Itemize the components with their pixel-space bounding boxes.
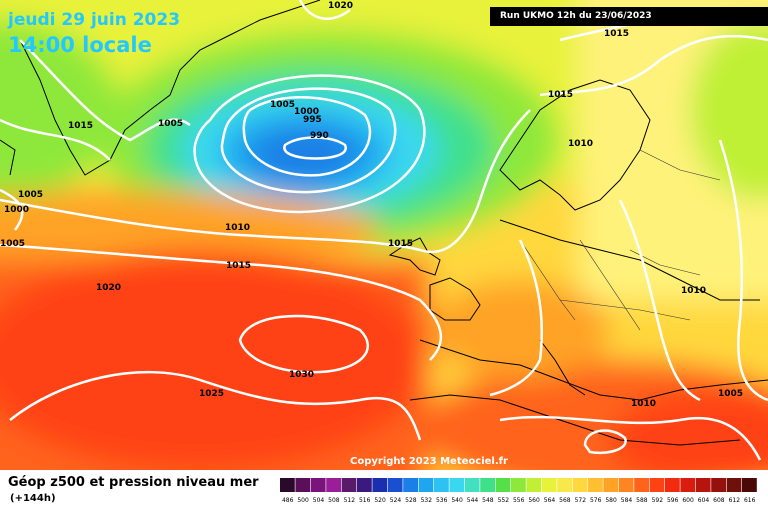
legend-swatch (341, 478, 357, 492)
isobar-label: 990 (310, 131, 329, 141)
isobars (0, 0, 768, 460)
legend-swatch (418, 478, 434, 492)
isobar-label: 1010 (631, 399, 656, 409)
legend-value: 588 (636, 497, 648, 504)
legend-value: 612 (729, 497, 741, 504)
isobar-label: 1020 (96, 283, 121, 293)
legend-value: 524 (390, 497, 402, 504)
legend-swatch (387, 478, 403, 492)
legend-swatch (541, 478, 557, 492)
legend-bar: Géop z500 et pression niveau mer (+144h)… (0, 470, 768, 512)
isobar-label: 1015 (226, 261, 251, 271)
legend-value: 500 (297, 497, 309, 504)
isobar-label: 1005 (0, 239, 25, 249)
legend-swatch (480, 478, 495, 492)
isobar-label: 1020 (328, 1, 353, 11)
legend-value: 572 (575, 497, 587, 504)
legend-value: 536 (436, 497, 448, 504)
legend-value: 592 (652, 497, 664, 504)
legend-value: 520 (374, 497, 386, 504)
copyright: Copyright 2023 Meteociel.fr (350, 456, 508, 467)
legend-swatch (511, 478, 526, 492)
forecast-time: 14:00 locale (8, 33, 152, 57)
isobar-label: 1005 (718, 389, 743, 399)
isobar-label: 1030 (289, 370, 314, 380)
legend-value: 508 (328, 497, 340, 504)
legend-value: 516 (359, 497, 371, 504)
color-scale: 486 500 504 508 512 516 520 524 528 532 536 540 544 5… (280, 478, 757, 504)
legend-swatch (526, 478, 542, 492)
legend-swatch (618, 478, 634, 492)
legend-value: 528 (405, 497, 417, 504)
geopotential-field (0, 0, 768, 470)
legend-value: 600 (682, 497, 694, 504)
forecast-range: (+144h) (10, 493, 56, 504)
legend-value: 552 (498, 497, 510, 504)
isobar-label: 1015 (388, 239, 413, 249)
legend-value: 584 (621, 497, 633, 504)
isobar-label: 1005 (270, 100, 295, 110)
legend-value: 504 (313, 497, 325, 504)
legend-swatch (649, 478, 665, 492)
legend-swatch (403, 478, 418, 492)
isobar-label: 1010 (681, 286, 706, 296)
legend-value: 540 (451, 497, 463, 504)
legend-swatch (310, 478, 326, 492)
legend-swatch (449, 478, 465, 492)
isobar-label: 1005 (158, 119, 183, 129)
legend-swatch (665, 478, 680, 492)
legend-value: 512 (344, 497, 356, 504)
legend-swatch (711, 478, 726, 492)
legend-swatch (588, 478, 603, 492)
isobar-label: 1015 (68, 121, 93, 131)
legend-swatch (572, 478, 588, 492)
legend-swatch (726, 478, 742, 492)
legend-value: 564 (544, 497, 556, 504)
isobar-label: 1010 (225, 223, 250, 233)
isobar-labels: 1020 1015 1015 1015 1005 1005 1000 995 9… (0, 1, 743, 409)
legend-swatch (372, 478, 388, 492)
legend-swatch (326, 478, 341, 492)
legend-value: 532 (421, 497, 433, 504)
isobar-label: 1025 (199, 389, 224, 399)
forecast-date: jeudi 29 juin 2023 (8, 10, 181, 30)
legend-value: 616 (744, 497, 756, 504)
legend-value: 608 (713, 497, 725, 504)
isobar-label: 1015 (604, 29, 629, 39)
legend-swatch (295, 478, 311, 492)
isobar-label: 1005 (18, 190, 43, 200)
legend-value: 548 (482, 497, 494, 504)
legend-value: 560 (528, 497, 540, 504)
map-title: Géop z500 et pression niveau mer (8, 475, 259, 490)
weather-map: 1020 1015 1015 1015 1005 1005 1000 995 9… (0, 0, 768, 470)
legend-value: 486 (282, 497, 294, 504)
legend-value: 580 (605, 497, 617, 504)
legend-swatch (557, 478, 572, 492)
legend-swatch (603, 478, 619, 492)
isobar-label: 995 (303, 115, 322, 125)
legend-value: 544 (467, 497, 479, 504)
legend-value: 576 (590, 497, 602, 504)
legend-value: 568 (559, 497, 571, 504)
legend-swatch (464, 478, 480, 492)
isobar-label: 1010 (568, 139, 593, 149)
run-info: Run UKMO 12h du 23/06/2023 (490, 7, 768, 26)
isobar-label: 1000 (4, 205, 29, 215)
legend-swatch (495, 478, 511, 492)
legend-swatch (695, 478, 711, 492)
legend-swatch (742, 478, 757, 492)
isobar-label: 1000 (294, 107, 319, 117)
legend-swatch (357, 478, 372, 492)
legend-swatch (634, 478, 649, 492)
isobar-label: 1015 (548, 90, 573, 100)
legend-swatch (680, 478, 696, 492)
legend-value: 596 (667, 497, 679, 504)
legend-value: 604 (698, 497, 710, 504)
legend-value: 556 (513, 497, 525, 504)
legend-swatch (280, 478, 295, 492)
legend-swatch (434, 478, 449, 492)
